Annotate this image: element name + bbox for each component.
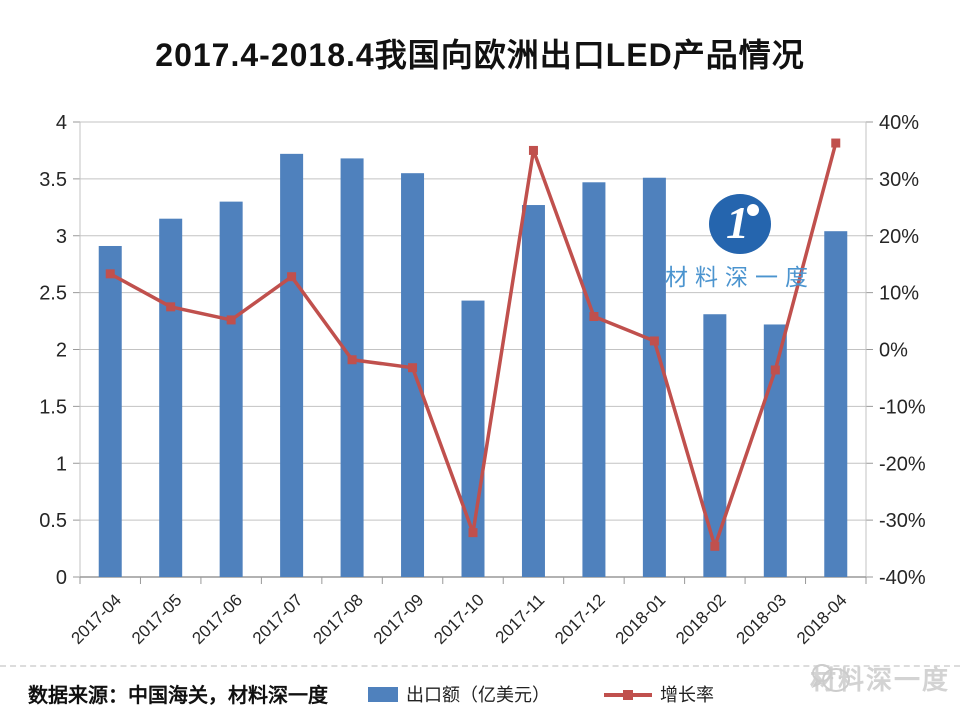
chart-legend: 出口额（亿美元） 增长率 <box>368 681 714 707</box>
bar <box>98 245 122 578</box>
right-axis-label: -10% <box>879 396 926 418</box>
legend-line-marker <box>623 689 633 700</box>
bar <box>642 177 666 578</box>
right-axis-label: 40% <box>879 112 919 134</box>
x-axis-category-label: 2017-10 <box>430 590 488 648</box>
right-axis-label: -40% <box>879 567 926 589</box>
bar <box>521 205 545 577</box>
corner-watermark: 材料深一度 <box>810 660 950 697</box>
growth-line-marker <box>770 365 780 375</box>
x-axis-category-label: 2017-04 <box>68 590 126 648</box>
left-axis-label: 4 <box>56 112 67 134</box>
x-axis-category-label: 2018-02 <box>672 590 730 648</box>
legend-bar-swatch <box>368 686 398 702</box>
bar <box>703 314 727 577</box>
data-source-text: 数据来源：中国海关，材料深一度 <box>28 685 328 707</box>
right-axis-label: -30% <box>879 510 926 532</box>
left-axis-label: 3 <box>56 226 67 248</box>
growth-line-marker <box>468 528 478 538</box>
bar <box>219 201 243 577</box>
growth-line-marker <box>408 363 418 373</box>
x-axis-category-label: 2017-08 <box>309 590 367 648</box>
left-axis-label: 0 <box>56 567 67 589</box>
right-axis-label: 0% <box>879 340 908 362</box>
x-axis-category-label: 2018-01 <box>612 590 670 648</box>
bar <box>280 153 304 577</box>
chat-bubbles-icon <box>811 664 850 692</box>
growth-line-marker <box>649 336 659 346</box>
x-axis-category-label: 2017-12 <box>551 590 609 648</box>
x-axis-category-label: 2017-09 <box>370 590 428 648</box>
legend-bar-label: 出口额（亿美元） <box>406 685 550 705</box>
growth-line-marker <box>105 269 115 279</box>
left-axis-label: 2 <box>56 340 67 362</box>
right-axis-label: 30% <box>879 169 919 191</box>
left-axis-label: 1 <box>56 453 67 475</box>
x-axis-category-label: 2017-11 <box>492 590 549 647</box>
growth-line-marker <box>226 315 236 325</box>
legend-line-label: 增长率 <box>660 685 714 705</box>
left-axis-label: 2.5 <box>39 283 67 305</box>
dashed-divider <box>0 665 960 667</box>
right-axis-label: 10% <box>879 283 919 305</box>
right-axis-label: -20% <box>879 453 926 475</box>
growth-line-marker <box>831 138 841 148</box>
x-axis-category-label: 2017-06 <box>188 590 246 648</box>
bar <box>763 324 787 577</box>
growth-line-marker <box>166 302 176 312</box>
bar <box>340 158 364 577</box>
growth-line-marker <box>528 145 538 155</box>
growth-line-marker <box>589 312 599 322</box>
growth-line-marker <box>347 355 357 365</box>
bar <box>582 182 606 577</box>
growth-line-marker <box>710 541 720 551</box>
x-axis-category-label: 2017-07 <box>249 590 307 648</box>
bar <box>159 218 183 577</box>
bar <box>401 173 425 577</box>
growth-line-marker <box>287 272 297 282</box>
x-axis-category-label: 2018-04 <box>793 590 851 648</box>
corner-watermark-text: 材料深一度 <box>809 665 950 695</box>
chart-title: 2017.4-2018.4我国向欧洲出口LED产品情况 <box>155 37 805 73</box>
bar <box>824 231 848 577</box>
legend-line-swatch <box>604 687 652 702</box>
bar <box>461 300 485 577</box>
left-axis-label: 0.5 <box>39 510 67 532</box>
x-axis-category-label: 2017-05 <box>128 590 186 648</box>
right-axis-label: 20% <box>879 226 919 248</box>
left-axis-label: 3.5 <box>39 169 67 191</box>
x-axis-category-label: 2018-03 <box>733 590 791 648</box>
left-axis-label: 1.5 <box>39 396 67 418</box>
